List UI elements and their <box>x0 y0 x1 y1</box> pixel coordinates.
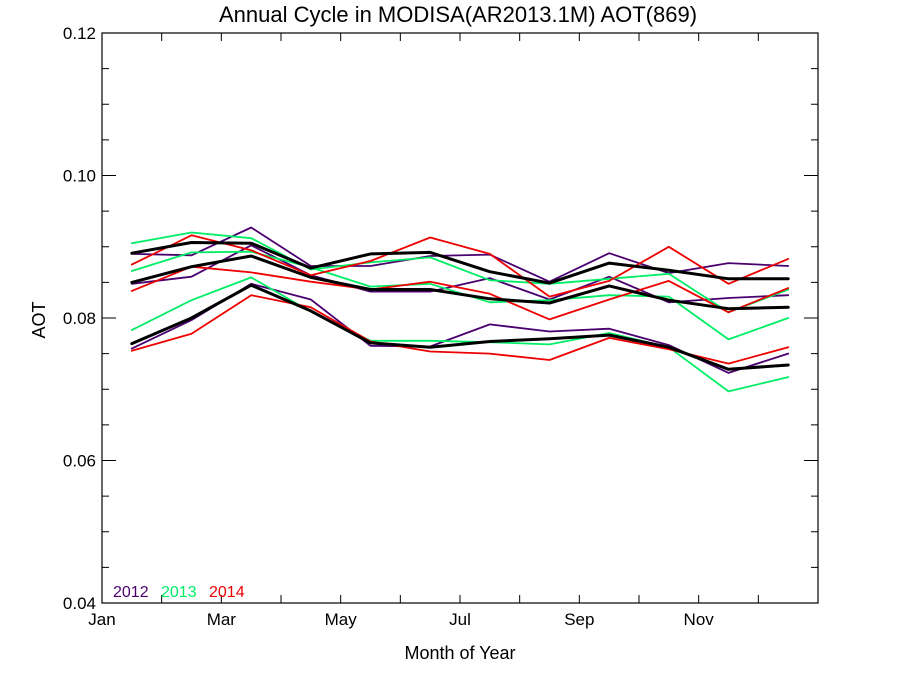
x-tick-label: Jul <box>449 610 471 629</box>
series-line-2013-3 <box>130 276 790 393</box>
y-tick-label: 0.04 <box>63 594 96 613</box>
series-line-mean-3 <box>130 283 790 371</box>
y-tick-label: 0.10 <box>63 167 96 186</box>
y-axis-label: AOT <box>29 301 49 338</box>
y-tick-label: 0.08 <box>63 309 96 328</box>
tick-labels: Jan Mar May Jul Sep Nov 0.04 0.06 0.08 0.10 0.12 <box>63 24 714 629</box>
legend-item-2014: 2014 <box>209 584 245 601</box>
series-lines <box>130 226 790 393</box>
x-tick-label: May <box>325 610 358 629</box>
plot-frame <box>101 32 819 604</box>
chart-legend: 2012 2013 2014 <box>113 584 245 601</box>
series-line-mean-1 <box>130 241 790 285</box>
legend-item-2012: 2012 <box>113 584 149 601</box>
chart-title: Annual Cycle in MODISA(AR2013.1M) AOT(86… <box>219 2 697 27</box>
legend-item-2013: 2013 <box>161 584 197 601</box>
y-tick-label: 0.12 <box>63 24 96 43</box>
x-axis-label: Month of Year <box>404 643 515 663</box>
series-line-2014-2 <box>130 265 790 321</box>
series-line-2013-1 <box>130 231 790 314</box>
axis-ticks <box>101 32 819 604</box>
x-tick-label: Mar <box>207 610 237 629</box>
series-line-2014-1 <box>130 234 790 298</box>
series-line-mean-2 <box>130 254 790 311</box>
x-tick-label: Nov <box>684 610 715 629</box>
x-tick-label: Sep <box>564 610 594 629</box>
x-tick-label: Jan <box>88 610 115 629</box>
series-line-2014-3 <box>130 294 790 365</box>
y-tick-label: 0.06 <box>63 452 96 471</box>
